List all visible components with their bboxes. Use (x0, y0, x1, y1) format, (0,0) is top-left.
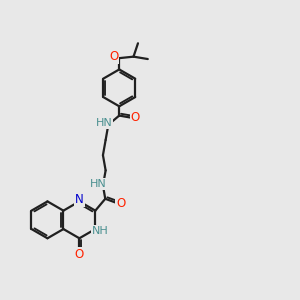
Text: HN: HN (90, 179, 107, 189)
Text: O: O (109, 50, 119, 63)
Text: HN: HN (95, 118, 112, 128)
Text: O: O (116, 196, 125, 210)
Text: O: O (75, 248, 84, 260)
Text: NH: NH (92, 226, 109, 236)
Text: O: O (130, 111, 140, 124)
Text: N: N (75, 194, 84, 206)
